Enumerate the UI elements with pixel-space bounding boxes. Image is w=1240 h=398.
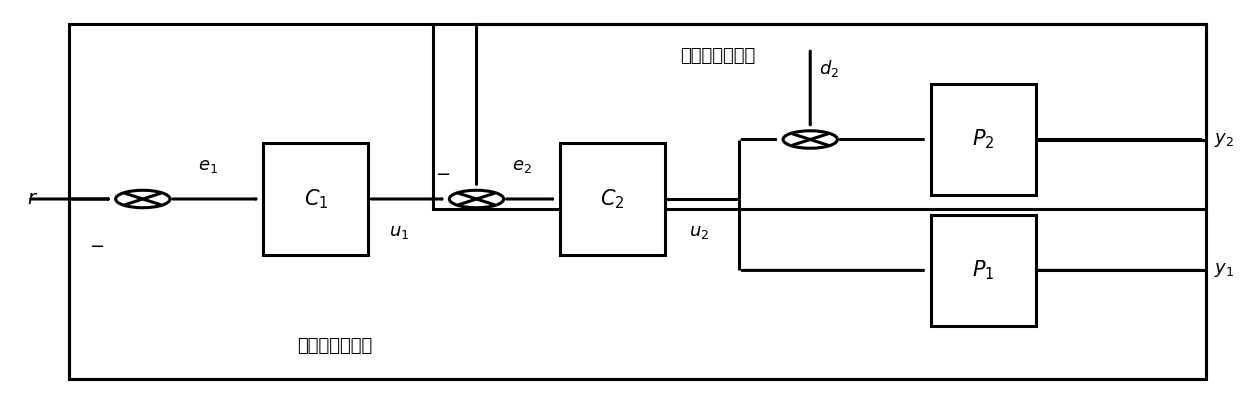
Bar xyxy=(433,25,1205,209)
Text: $u_1$: $u_1$ xyxy=(388,223,409,241)
Text: $P_1$: $P_1$ xyxy=(972,259,994,282)
Bar xyxy=(263,143,368,255)
Text: $u_2$: $u_2$ xyxy=(689,223,709,241)
Text: 主闭环控制回路: 主闭环控制回路 xyxy=(296,337,372,355)
Text: $y_2$: $y_2$ xyxy=(1214,131,1234,148)
Bar xyxy=(560,143,665,255)
Text: $e_1$: $e_1$ xyxy=(198,157,218,175)
Text: $y_1$: $y_1$ xyxy=(1214,261,1234,279)
Bar xyxy=(68,25,1205,379)
Text: −: − xyxy=(89,238,104,256)
Bar xyxy=(931,215,1035,326)
Bar xyxy=(931,84,1035,195)
Text: $P_2$: $P_2$ xyxy=(972,128,994,151)
Text: $C_2$: $C_2$ xyxy=(600,187,625,211)
Text: −: − xyxy=(435,166,450,184)
Text: 副闭环控制回路: 副闭环控制回路 xyxy=(680,47,755,65)
Text: $r$: $r$ xyxy=(27,190,37,208)
Text: $C_1$: $C_1$ xyxy=(304,187,329,211)
Text: $d_2$: $d_2$ xyxy=(818,58,839,79)
Text: $e_2$: $e_2$ xyxy=(512,157,532,175)
